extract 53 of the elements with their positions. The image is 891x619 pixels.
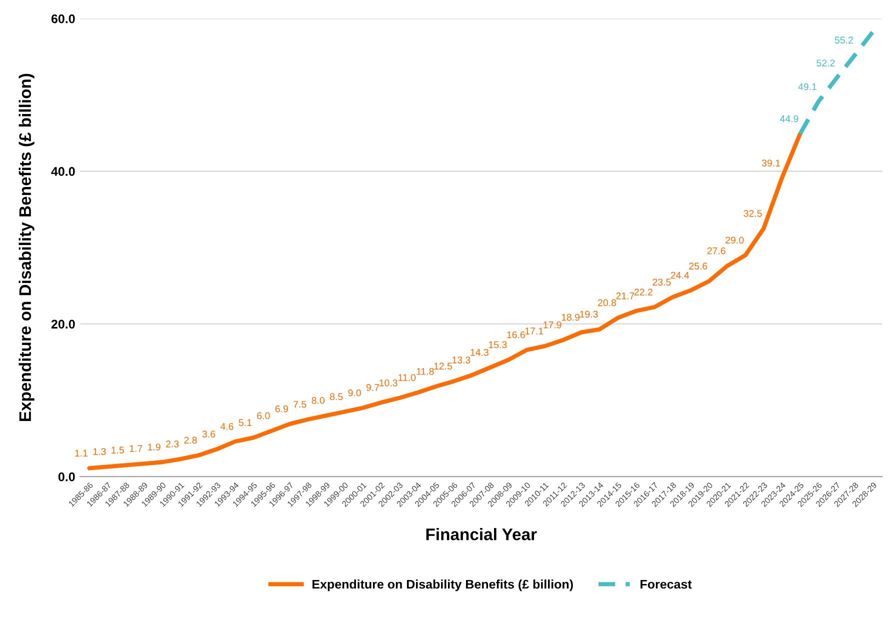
data-label: 4.6 (220, 422, 234, 430)
y-tick-label: 20.0 (51, 320, 75, 329)
data-label: 1.1 (75, 450, 88, 456)
data-label: 23.5 (652, 278, 671, 286)
data-label: 17.9 (544, 321, 562, 328)
y-tick-label: 0.0 (58, 472, 75, 482)
data-label: 9.7 (366, 384, 380, 391)
line-series (798, 29, 876, 136)
data-label: 21.7 (616, 292, 634, 300)
data-label: 3.6 (202, 430, 216, 438)
data-label: 6.9 (275, 405, 288, 412)
data-label: 18.9 (562, 314, 580, 321)
data-label: 13.3 (452, 356, 470, 364)
data-label: 49.1 (798, 83, 816, 90)
data-label: 39.1 (762, 160, 780, 166)
y-tick-label: 60.0 (51, 14, 75, 24)
data-label: 14.3 (470, 348, 488, 356)
data-label: 55.2 (834, 36, 853, 44)
line-series (87, 132, 802, 470)
y-tick-label: 40.0 (51, 167, 75, 176)
data-label: 22.2 (634, 288, 652, 296)
data-label: 1.7 (130, 445, 142, 452)
data-label: 8.0 (312, 397, 324, 404)
data-label: 17.1 (525, 328, 544, 334)
y-axis-title: Expenditure on Disability Benefits (£ billion) (18, 74, 34, 422)
data-label: 11.8 (416, 368, 434, 375)
data-label: 20.8 (598, 299, 616, 306)
data-label: 2.8 (184, 436, 197, 444)
data-label: 19.3 (580, 310, 598, 318)
data-label: 15.3 (488, 341, 507, 348)
data-label: 29.0 (726, 236, 744, 244)
data-label: 9.0 (348, 389, 361, 396)
data-label: 10.3 (380, 379, 398, 386)
data-label: 8.5 (330, 393, 343, 400)
data-label: 52.2 (816, 60, 835, 66)
data-label: 12.5 (434, 362, 452, 370)
data-label: 16.6 (507, 331, 525, 338)
data-label: 1.9 (148, 444, 160, 450)
data-label: 25.6 (689, 262, 708, 270)
data-label: 24.4 (670, 272, 690, 279)
x-axis-title: Financial Year (426, 528, 537, 540)
data-label: 44.9 (780, 115, 798, 122)
data-label: 2.3 (166, 440, 179, 448)
legend-label: Forecast (640, 580, 692, 589)
data-label: 1.5 (112, 446, 124, 454)
data-label: 11.0 (398, 374, 416, 382)
data-label: 7.5 (294, 400, 306, 408)
data-label: 1.3 (93, 448, 106, 456)
legend-label: Expenditure on Disability Benefits (£ billion) (312, 579, 573, 592)
data-label: 5.1 (238, 419, 252, 426)
data-label: 27.6 (707, 247, 726, 254)
data-label: 6.0 (257, 412, 270, 420)
data-label: 32.5 (744, 210, 762, 217)
